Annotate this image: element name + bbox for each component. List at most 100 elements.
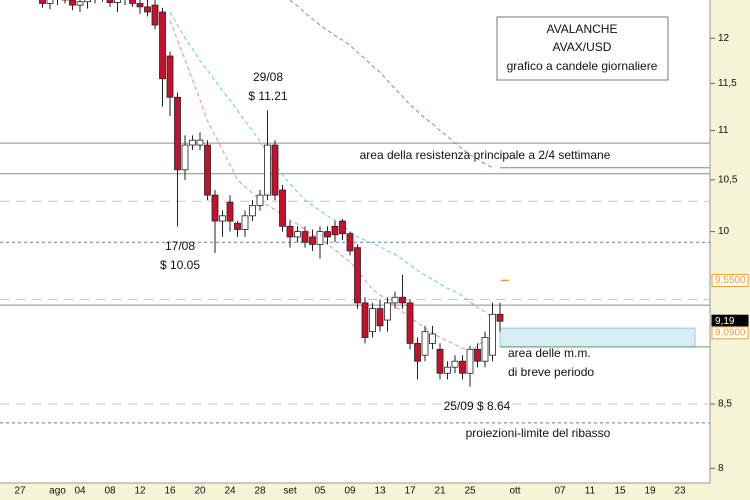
- annotation: 25/09 $ 8.64: [444, 399, 511, 413]
- candle-body: [369, 308, 376, 333]
- candle-body: [181, 144, 189, 171]
- x-tick-label: ott: [509, 486, 520, 497]
- x-tick-label: 21: [434, 486, 446, 497]
- x-tick-label: 17: [404, 486, 416, 497]
- candle-body: [346, 233, 354, 252]
- candle-body: [144, 6, 151, 13]
- x-tick-label: 20: [194, 486, 206, 497]
- candle-body: [159, 11, 166, 80]
- candle-body: [474, 348, 481, 362]
- moving-average: [289, 0, 493, 169]
- y-tick-label: 10,5: [718, 174, 738, 185]
- annotation: proiezioni-limite del ribasso: [466, 426, 611, 440]
- y-tick-label: 10: [718, 226, 730, 237]
- x-axis-panel: [0, 483, 750, 500]
- candle-body: [256, 194, 264, 206]
- candle-body: [279, 189, 286, 227]
- y-tick-label: 8,5: [718, 399, 732, 410]
- x-tick-label: 24: [224, 486, 236, 497]
- candle-body: [316, 231, 324, 245]
- candle-body: [69, 0, 76, 6]
- candle-body: [429, 333, 436, 344]
- candle-body: [436, 348, 444, 374]
- candle-body: [249, 205, 256, 217]
- candle-body: [451, 360, 459, 368]
- price-tag-label: 9,5500: [715, 275, 746, 286]
- candle-body: [399, 296, 406, 304]
- x-tick-label: 15: [614, 486, 626, 497]
- candle-body: [136, 3, 144, 8]
- candle-body: [309, 236, 316, 245]
- candle-body: [354, 247, 361, 304]
- candle-body: [264, 144, 271, 196]
- candle-body: [84, 0, 91, 3]
- x-tick-label: 05: [314, 486, 326, 497]
- y-tick-label: 11,5: [718, 78, 737, 89]
- x-tick-label: 12: [134, 486, 146, 497]
- candle-body: [39, 0, 46, 4]
- title-box: [496, 16, 669, 81]
- candle-body: [406, 302, 414, 344]
- candle-body: [219, 215, 226, 222]
- candle-body: [331, 225, 339, 236]
- x-tick-label: 13: [374, 486, 386, 497]
- candle-body: [361, 302, 369, 338]
- candle-body: [196, 139, 204, 146]
- chart-subtitle: AVAX/USD: [553, 40, 612, 54]
- y-tick-label: 11: [718, 125, 729, 136]
- candle-body: [271, 144, 279, 196]
- candle-body: [384, 302, 391, 321]
- candle-body: [129, 0, 136, 4]
- candle-body: [339, 220, 346, 235]
- candle-body: [421, 331, 429, 356]
- price-tag-label: 9,0900: [715, 327, 746, 338]
- candle-body: [46, 0, 54, 4]
- candle-body: [459, 360, 466, 374]
- annotation: 17/08: [165, 239, 195, 253]
- candle-body: [226, 201, 234, 222]
- x-tick-label: 27: [14, 486, 26, 497]
- candle-body: [466, 348, 474, 374]
- candle-body: [114, 0, 121, 3]
- x-tick-label: 23: [674, 486, 686, 497]
- overlay: AVALANCHE AVAX/USD grafico a candele gio…: [160, 16, 669, 440]
- x-tick-label: 08: [104, 486, 116, 497]
- plot-area: [0, 0, 710, 424]
- candle-body: [444, 366, 451, 374]
- price-tag: [711, 326, 749, 340]
- candle-body: [301, 231, 309, 243]
- candle-body: [286, 225, 294, 238]
- candle-body: [294, 231, 301, 238]
- y-tick-label: 8: [718, 463, 724, 474]
- y-axis-panel: [710, 0, 750, 500]
- x-tick-label: 28: [254, 486, 266, 497]
- candle-body: [324, 231, 331, 238]
- candle-body: [391, 296, 399, 304]
- candle-body: [414, 342, 421, 362]
- candle-body: [189, 139, 196, 146]
- y-tick-label: 12: [718, 33, 730, 44]
- candle-body: [174, 96, 181, 171]
- moving-average: [169, 20, 493, 353]
- annotation: area delle m.m.: [508, 346, 591, 360]
- x-tick-label: 04: [74, 486, 86, 497]
- chart-description: grafico a candele giornaliere: [507, 59, 658, 73]
- ma-zone: [499, 327, 696, 348]
- price-tag: [711, 273, 749, 287]
- candle-body: [204, 144, 211, 196]
- annotation: di breve periodo: [508, 365, 594, 379]
- candle-body: [481, 337, 489, 362]
- x-tick-label: 11: [585, 486, 596, 497]
- x-tick-label: 09: [344, 486, 356, 497]
- price-tag-label: 9,19: [715, 316, 735, 327]
- candle-body: [376, 308, 384, 327]
- candle-body: [151, 4, 159, 26]
- x-tick-label: 07: [554, 486, 566, 497]
- x-tick-label: set: [283, 486, 297, 497]
- candle-body: [211, 194, 219, 222]
- x-tick-label: 25: [464, 486, 476, 497]
- x-tick-label: ago: [49, 486, 66, 497]
- candle-body: [76, 1, 84, 6]
